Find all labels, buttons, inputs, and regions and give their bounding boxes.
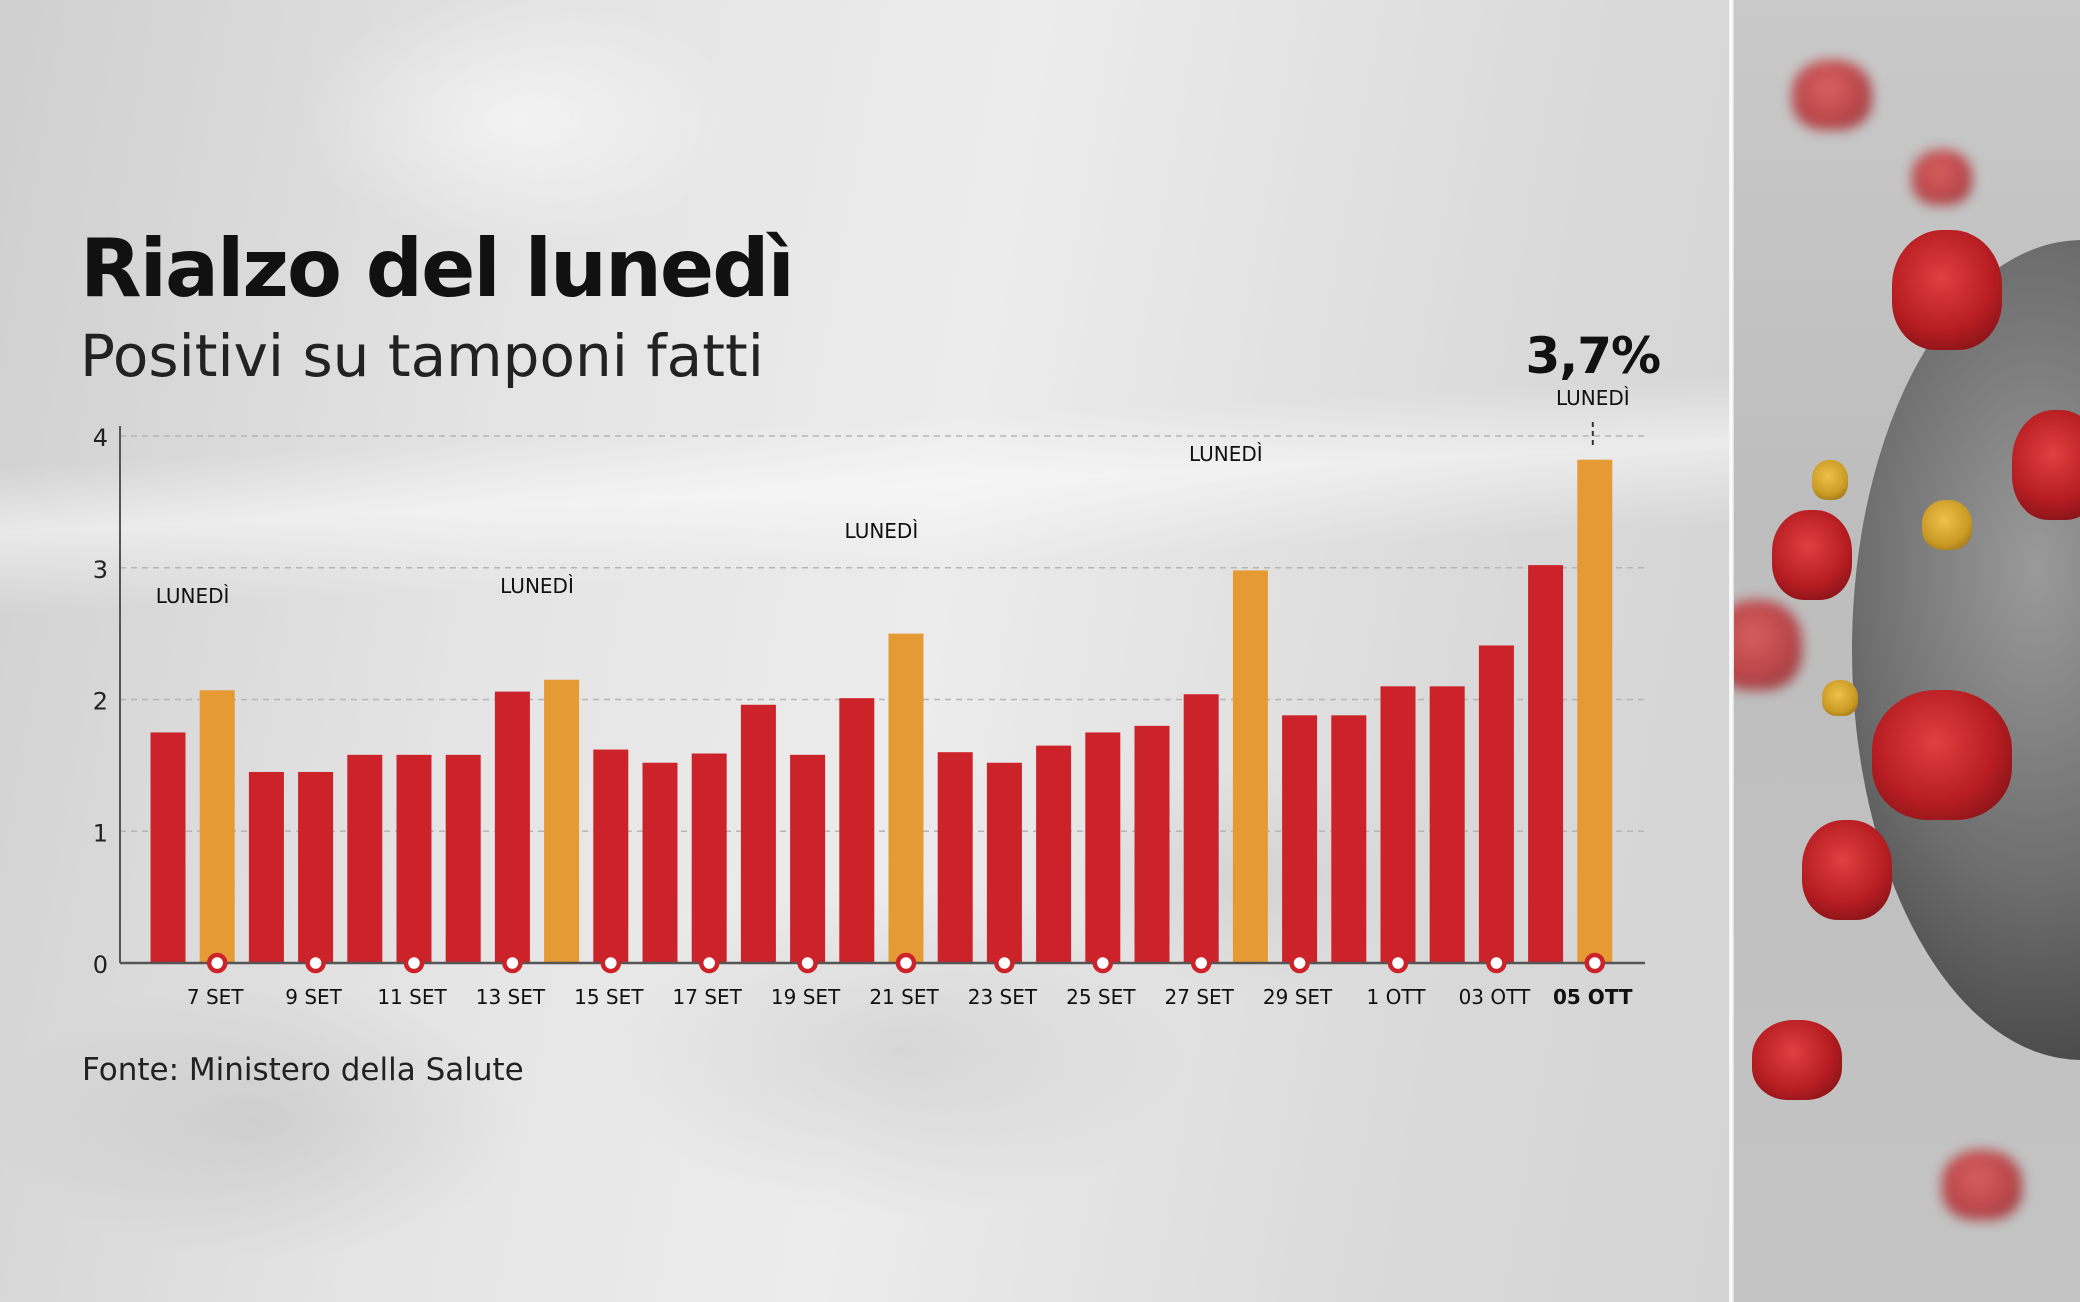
virus-spike — [1872, 690, 2012, 820]
chart-subtitle: Positivi su tamponi fatti — [80, 322, 764, 390]
virus-spike — [1752, 1020, 1842, 1100]
x-tick-label: 17 SET — [673, 985, 743, 1009]
monday-bar — [544, 679, 580, 963]
bar — [1134, 725, 1170, 963]
bar — [1429, 686, 1465, 963]
date-marker — [698, 952, 720, 974]
y-tick-label: 0 — [93, 951, 108, 979]
bar — [1528, 565, 1564, 963]
bar — [1282, 715, 1318, 963]
date-marker — [1190, 952, 1212, 974]
virus-image — [1732, 0, 2080, 1302]
x-tick-label: 23 SET — [968, 985, 1038, 1009]
y-tick-label: 1 — [93, 819, 108, 847]
date-marker — [403, 952, 425, 974]
bar — [494, 691, 530, 963]
bar — [986, 762, 1022, 963]
bar — [1380, 686, 1416, 963]
y-tick-label: 2 — [93, 688, 108, 716]
bar — [790, 754, 826, 963]
bar — [150, 732, 186, 963]
bar — [691, 753, 727, 963]
bar — [347, 754, 383, 963]
x-tick-label: 29 SET — [1263, 985, 1333, 1009]
monday-label: LUNEDÌ — [156, 584, 230, 608]
virus-spike — [1792, 60, 1872, 130]
virus-spike — [1922, 500, 1972, 550]
annotation-label: LUNEDÌ — [1556, 386, 1630, 410]
monday-bar — [1577, 459, 1613, 963]
bar — [298, 771, 334, 963]
date-marker — [1486, 952, 1507, 974]
x-tick-label: 03 OTT — [1459, 985, 1531, 1009]
labels: 7 SET 9 SET 11 SET 13 SET 15 SET 17 SET 19 SET… — [156, 327, 1661, 1009]
virus-spike — [1812, 460, 1848, 500]
bar — [642, 762, 678, 963]
bars — [150, 459, 1613, 963]
background-map — [0, 0, 1740, 1302]
x-tick-label: 7 SET — [187, 985, 244, 1009]
x-tick-label: 15 SET — [574, 985, 644, 1009]
y-tick-label: 4 — [93, 424, 108, 452]
date-marker — [305, 952, 326, 974]
monday-bar — [1232, 570, 1268, 963]
date-marker — [206, 952, 228, 974]
virus-spike — [1802, 820, 1892, 920]
x-tick-label: 25 SET — [1066, 985, 1136, 1009]
virus-spike — [1822, 680, 1858, 716]
x-tick-label: 13 SET — [476, 985, 546, 1009]
chart-title: Rialzo del lunedì — [80, 222, 795, 315]
bar — [1036, 745, 1072, 963]
bar — [445, 754, 481, 963]
bar — [396, 754, 432, 963]
virus-spike — [1942, 1150, 2022, 1220]
panel-divider — [1729, 0, 1734, 1302]
x-tick-label: 1 OTT — [1367, 985, 1427, 1009]
x-tick-label: 27 SET — [1165, 985, 1235, 1009]
date-marker — [600, 952, 622, 974]
y-tick-label: 3 — [93, 556, 108, 584]
bar — [1183, 694, 1219, 963]
x-tick-label: 9 SET — [285, 985, 342, 1009]
monday-label: LUNEDÌ — [845, 519, 919, 543]
monday-bar — [888, 633, 924, 963]
date-marker — [1289, 952, 1310, 974]
date-marker — [1584, 952, 1606, 974]
date-marker — [502, 952, 523, 974]
source-note: Fonte: Ministero della Salute — [82, 1052, 524, 1088]
axis-markers — [206, 952, 1606, 974]
bar — [1085, 732, 1121, 963]
annotation-value: 3,7% — [1525, 327, 1660, 385]
bar — [740, 704, 776, 963]
x-tick-label: 21 SET — [869, 985, 939, 1009]
date-marker — [1092, 952, 1114, 974]
virus-spike — [1732, 600, 1802, 690]
monday-label: LUNEDÌ — [1189, 442, 1263, 466]
virus-spike — [1912, 150, 1972, 205]
virus-spike — [1772, 510, 1852, 600]
bar — [248, 771, 284, 963]
virus-spike — [2012, 410, 2080, 520]
date-marker — [895, 952, 917, 974]
bar — [937, 752, 973, 963]
bar — [1331, 715, 1367, 963]
bar — [1478, 645, 1514, 963]
bar — [593, 749, 629, 963]
x-tick-label: 19 SET — [771, 985, 841, 1009]
x-tick-label: 11 SET — [377, 985, 447, 1009]
date-marker — [994, 952, 1015, 974]
date-marker — [1387, 952, 1409, 974]
virus-spike — [1892, 230, 2002, 350]
monday-label: LUNEDÌ — [500, 574, 574, 598]
date-marker — [797, 952, 818, 974]
monday-bar — [199, 690, 235, 963]
bar — [839, 698, 875, 963]
x-tick-label: 05 OTT — [1553, 985, 1633, 1009]
